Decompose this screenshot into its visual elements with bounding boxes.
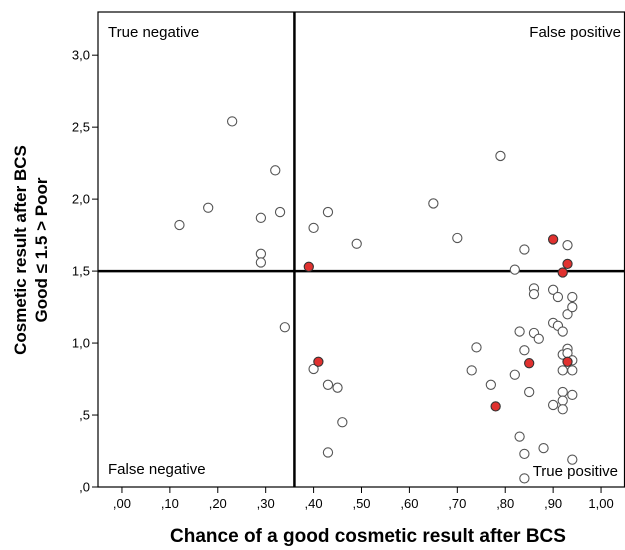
x-tick-label: ,40 <box>305 496 323 511</box>
open-data-point <box>533 333 544 344</box>
open-data-point <box>557 326 568 337</box>
quadrant-label-top-right: False positive <box>529 24 621 41</box>
y-tick-label: ,5 <box>79 408 90 423</box>
quadrant-label-top-left: True negative <box>108 24 199 41</box>
open-data-point <box>567 301 578 313</box>
y-axis-title-line-2: Good ≤ 1.5 > Poor <box>32 177 51 322</box>
open-data-point <box>337 417 348 428</box>
x-tick-label: ,00 <box>113 496 131 511</box>
open-data-point <box>270 165 281 176</box>
labels: True negative False positive False negat… <box>11 24 621 547</box>
open-data-point <box>557 386 568 398</box>
open-data-point <box>547 399 559 411</box>
open-data-point <box>519 448 530 460</box>
red-data-point <box>313 356 324 367</box>
y-tick-label: 1,0 <box>72 336 90 351</box>
quadrant-label-bottom-right: True positive <box>533 463 618 480</box>
red-data-point <box>490 401 501 412</box>
open-data-point <box>255 212 267 223</box>
x-tick-label: 1,00 <box>588 496 613 511</box>
open-data-point <box>485 379 497 390</box>
open-data-point <box>452 232 463 244</box>
reference-lines <box>98 12 625 487</box>
open-data-point <box>567 365 578 376</box>
open-data-point <box>562 240 573 251</box>
open-data-point <box>557 395 568 406</box>
red-data-point <box>303 261 314 272</box>
open-data-point <box>509 264 520 275</box>
y-tick-label: 3,0 <box>72 48 90 63</box>
open-data-point <box>562 309 573 320</box>
x-tick-label: ,90 <box>544 496 562 511</box>
open-data-point <box>567 454 578 465</box>
y-axis-title-line-1: Cosmetic result after BCS <box>11 145 30 355</box>
open-data-point <box>351 238 362 249</box>
quadrant-label-bottom-left: False negative <box>108 461 206 478</box>
open-data-point <box>538 442 549 454</box>
open-data-point <box>519 345 530 356</box>
y-tick-label: 2,0 <box>72 192 90 207</box>
open-data-point <box>552 291 564 303</box>
open-data-point <box>509 369 520 380</box>
open-data-point <box>567 291 578 303</box>
open-data-point <box>279 322 290 333</box>
x-tick-label: ,60 <box>400 496 418 511</box>
y-tick-label: 2,5 <box>72 120 90 135</box>
open-data-point <box>547 284 559 295</box>
plot-frame <box>97 11 625 488</box>
open-data-point <box>514 431 525 442</box>
red-data-point <box>562 258 573 270</box>
red-data-point <box>557 267 568 278</box>
open-data-point <box>428 198 439 209</box>
x-tick-label: ,50 <box>352 496 370 511</box>
open-data-point <box>322 206 334 218</box>
open-data-point <box>308 222 319 234</box>
open-data-point <box>466 365 477 376</box>
open-data-point <box>203 202 214 213</box>
open-data-point <box>519 473 530 484</box>
open-data-point <box>255 248 267 259</box>
open-data-point <box>332 382 343 393</box>
x-tick-label: ,80 <box>496 496 514 511</box>
x-tick-label: ,10 <box>161 496 179 511</box>
red-data-point <box>562 356 573 367</box>
y-tick-label: ,0 <box>79 480 90 495</box>
x-tick-label: ,20 <box>209 496 227 511</box>
open-data-point <box>519 244 530 255</box>
open-data-point <box>308 363 319 375</box>
y-tick-label: 1,5 <box>72 264 90 279</box>
open-data-point <box>174 219 185 231</box>
red-data-point <box>524 358 535 369</box>
open-data-point <box>471 342 482 353</box>
red-data-point <box>547 234 559 245</box>
open-data-point <box>255 257 267 268</box>
open-data-point <box>495 150 506 162</box>
open-data-point <box>528 288 540 300</box>
open-data-point <box>322 447 334 458</box>
open-data-point <box>514 326 525 337</box>
x-tick-label: ,70 <box>448 496 466 511</box>
x-tick-label: ,30 <box>257 496 275 511</box>
open-data-point <box>226 116 238 127</box>
open-data-point <box>557 404 568 415</box>
open-data-point <box>322 379 334 390</box>
data-points <box>174 116 578 484</box>
open-data-point <box>524 386 535 398</box>
open-data-point <box>567 389 578 401</box>
open-data-point <box>557 365 568 376</box>
open-data-point <box>274 206 286 218</box>
axes: ,0 ,5 1,0 1,5 2,0 2,5 3,0 ,00 ,10 ,20 ,30 ,40 ,50 ,60… <box>72 11 625 511</box>
x-axis-title: Chance of a good cosmetic result after B… <box>170 526 566 547</box>
